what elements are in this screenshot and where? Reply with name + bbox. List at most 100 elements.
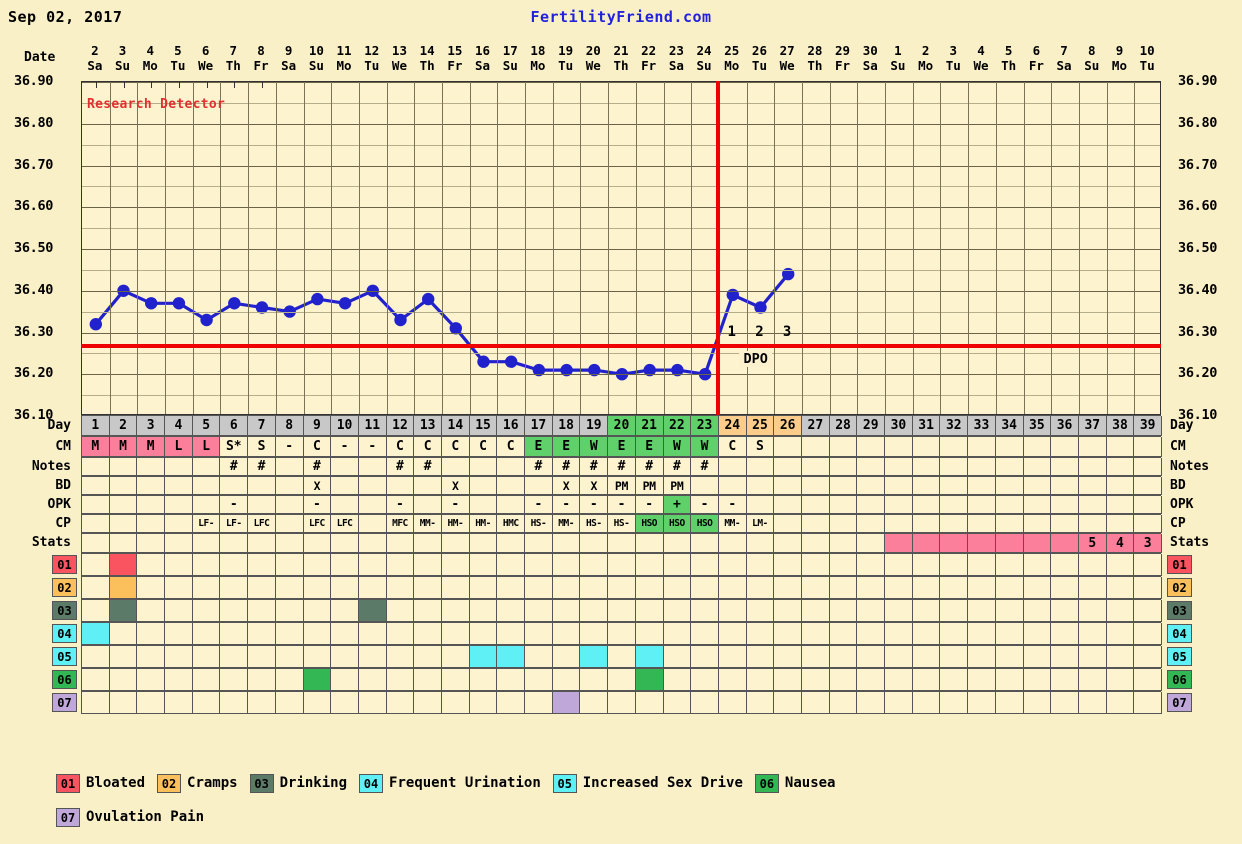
cell-notes-day-15[interactable] [469,458,498,476]
cell-symptom-03-day-34[interactable] [995,600,1024,622]
cell-notes-day-16[interactable] [497,458,526,476]
temperature-point[interactable] [89,318,102,331]
temperature-point[interactable] [754,301,767,314]
cell-notes-day-33[interactable] [968,458,996,476]
cell-day-day-21[interactable]: 21 [635,416,664,436]
cell-cp-day-6[interactable]: LF- [220,515,249,533]
cell-notes-day-31[interactable] [912,458,941,476]
cell-cp-day-18[interactable]: MM- [552,515,581,533]
cell-symptom-03-day-39[interactable] [1134,600,1162,622]
cell-symptom-07-day-11[interactable] [358,692,387,714]
cell-cm-day-25[interactable]: S [746,437,775,457]
cell-stats-day-16[interactable] [497,534,526,553]
cell-opk-day-4[interactable] [165,496,193,514]
cell-notes-day-13[interactable]: # [414,458,442,476]
cell-bd-day-36[interactable] [1051,477,1079,495]
cell-cp-day-5[interactable]: LF- [192,515,221,533]
cell-symptom-02-day-13[interactable] [414,577,442,599]
cell-symptom-06-day-36[interactable] [1051,669,1079,691]
temperature-point[interactable] [588,363,601,377]
cell-notes-day-28[interactable] [829,458,858,476]
cell-bd-day-25[interactable] [746,477,775,495]
cell-opk-day-15[interactable] [469,496,498,514]
cell-symptom-01-day-4[interactable] [165,554,193,576]
legend-item-03[interactable]: 03 Drinking [249,773,347,793]
cell-opk-day-19[interactable]: - [580,496,609,514]
cell-symptom-03-day-23[interactable] [691,600,719,622]
cell-symptom-02-day-20[interactable] [608,577,636,599]
cell-stats-day-25[interactable] [746,534,775,553]
cell-symptom-06-day-15[interactable] [469,669,498,691]
cell-symptom-04-day-36[interactable] [1051,623,1079,645]
temperature-point[interactable] [117,284,130,297]
cell-symptom-01-day-11[interactable] [358,554,387,576]
cell-symptom-07-day-23[interactable] [691,692,719,714]
cell-notes-day-37[interactable] [1078,458,1107,476]
cell-symptom-07-day-5[interactable] [192,692,221,714]
cell-stats-day-34[interactable] [995,534,1024,553]
temperature-point[interactable] [172,297,186,310]
cell-cm-day-16[interactable]: C [497,437,526,457]
cell-symptom-05-day-36[interactable] [1051,646,1079,668]
cell-symptom-05-day-24[interactable] [718,646,747,668]
cell-symptom-04-day-13[interactable] [414,623,442,645]
cell-bd-day-2[interactable] [109,477,138,495]
cell-cm-day-5[interactable]: L [192,437,221,457]
cell-symptom-04-day-16[interactable] [497,623,526,645]
cell-opk-day-38[interactable] [1106,496,1135,514]
cell-bd-day-15[interactable] [469,477,498,495]
cell-opk-day-10[interactable] [331,496,359,514]
cell-opk-day-7[interactable] [248,496,276,514]
cell-cp-day-23[interactable]: HSO [691,515,719,533]
cell-notes-day-22[interactable]: # [663,458,692,476]
sym-chip-left-01[interactable]: 01 [52,555,77,574]
cell-stats-day-32[interactable] [940,534,969,553]
cell-symptom-06-day-29[interactable] [857,669,886,691]
cell-symptom-06-day-28[interactable] [829,669,858,691]
cell-symptom-04-day-34[interactable] [995,623,1024,645]
sym-chip-right-01[interactable]: 01 [1167,555,1192,574]
cell-symptom-07-day-19[interactable] [580,692,609,714]
cell-cm-day-19[interactable]: W [580,437,609,457]
temperature-point[interactable] [338,297,352,310]
cell-cp-day-35[interactable] [1023,515,1052,533]
cell-symptom-03-day-17[interactable] [525,600,553,622]
cell-symptom-07-day-1[interactable] [82,692,110,714]
cell-opk-day-5[interactable] [192,496,221,514]
cell-cm-day-14[interactable]: C [442,437,470,457]
cell-symptom-05-day-32[interactable] [940,646,969,668]
cell-symptom-01-day-28[interactable] [829,554,858,576]
cell-cm-day-39[interactable] [1134,437,1162,457]
cell-cp-day-22[interactable]: HSO [663,515,692,533]
cell-symptom-02-day-38[interactable] [1106,577,1135,599]
cell-symptom-03-day-25[interactable] [746,600,775,622]
cell-symptom-03-day-5[interactable] [192,600,221,622]
cell-cp-day-39[interactable] [1134,515,1162,533]
cell-cp-day-34[interactable] [995,515,1024,533]
cell-symptom-06-day-2[interactable] [109,669,138,691]
cell-symptom-06-day-1[interactable] [82,669,110,691]
cell-symptom-01-day-2[interactable] [109,554,138,576]
cell-opk-day-27[interactable] [802,496,830,514]
cell-symptom-07-day-29[interactable] [857,692,886,714]
cell-stats-day-4[interactable] [165,534,193,553]
cell-bd-day-9[interactable]: X [303,477,332,495]
cell-opk-day-17[interactable]: - [525,496,553,514]
cell-stats-day-12[interactable] [386,534,415,553]
cell-symptom-05-day-26[interactable] [774,646,802,668]
cell-day-day-33[interactable]: 33 [968,416,996,436]
cell-stats-day-8[interactable] [275,534,304,553]
cell-symptom-02-day-18[interactable] [552,577,581,599]
cell-cp-day-10[interactable]: LFC [331,515,359,533]
cell-symptom-02-day-26[interactable] [774,577,802,599]
temperature-point[interactable] [532,363,546,377]
cell-symptom-04-day-3[interactable] [137,623,166,645]
cell-symptom-07-day-32[interactable] [940,692,969,714]
temperature-point[interactable] [422,292,435,306]
cell-symptom-02-day-19[interactable] [580,577,609,599]
cell-opk-day-36[interactable] [1051,496,1079,514]
cell-symptom-03-day-2[interactable] [109,600,138,622]
sym-chip-left-05[interactable]: 05 [52,647,77,666]
cell-cp-day-20[interactable]: HS- [608,515,636,533]
cell-notes-day-30[interactable] [885,458,913,476]
